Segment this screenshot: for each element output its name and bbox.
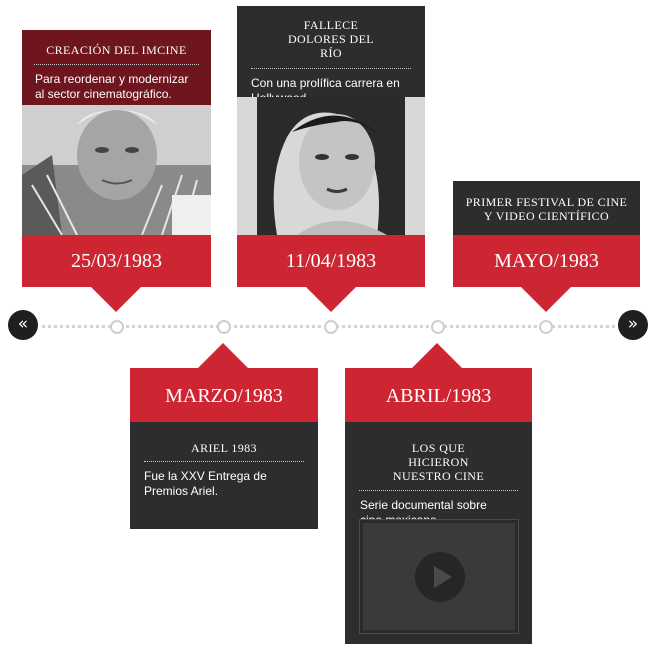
date-pointer	[198, 343, 248, 368]
event-date-festival: MAYO/1983	[453, 235, 640, 287]
event-card-ariel[interactable]: ARIEL 1983 Fue la XXV Entrega de Premios…	[130, 422, 318, 529]
event-card-dolores[interactable]: FALLECE DOLORES DEL RÍO Con una prolífic…	[237, 6, 425, 105]
timeline-marker[interactable]	[431, 320, 445, 334]
event-title: FALLECE DOLORES DEL RÍO	[287, 18, 375, 60]
timeline-marker[interactable]	[539, 320, 553, 334]
event-date-imcine: 25/03/1983	[22, 235, 211, 287]
event-title: LOS QUE HICIERON NUESTRO CINE	[392, 441, 485, 483]
divider	[251, 68, 411, 69]
timeline-marker[interactable]	[217, 320, 231, 334]
event-date-ariel: MARZO/1983	[130, 368, 318, 422]
event-title: PRIMER FESTIVAL DE CINE Y VIDEO CIENTÍFI…	[465, 195, 628, 223]
prev-button[interactable]: «	[8, 310, 38, 340]
event-date-dolores: 11/04/1983	[237, 235, 425, 287]
play-button[interactable]	[415, 552, 465, 602]
date-pointer	[91, 287, 141, 312]
portrait-woman-image	[237, 97, 425, 235]
date-pointer	[521, 287, 571, 312]
portrait-man-image	[22, 105, 211, 235]
event-title: ARIEL 1983	[191, 441, 257, 455]
divider	[359, 490, 518, 491]
next-button[interactable]: »	[618, 310, 648, 340]
video-player[interactable]	[359, 519, 519, 634]
event-date-cine: ABRIL/1983	[345, 368, 532, 422]
event-card-festival[interactable]: PRIMER FESTIVAL DE CINE Y VIDEO CIENTÍFI…	[453, 181, 640, 235]
event-description: Para reordenar y modernizar al sector ci…	[35, 72, 189, 101]
event-title: CREACIÓN DEL IMCINE	[46, 43, 187, 57]
date-pointer	[412, 343, 462, 368]
date-pointer	[306, 287, 356, 312]
event-photo-imcine	[22, 105, 211, 235]
timeline-marker[interactable]	[110, 320, 124, 334]
event-photo-dolores	[237, 97, 425, 235]
event-card-imcine[interactable]: CREACIÓN DEL IMCINE Para reordenar y mod…	[22, 30, 211, 105]
event-description: Fue la XXV Entrega de Premios Ariel.	[144, 469, 267, 498]
divider	[34, 64, 199, 65]
timeline-marker[interactable]	[324, 320, 338, 334]
play-icon	[434, 566, 452, 588]
divider	[144, 461, 304, 462]
